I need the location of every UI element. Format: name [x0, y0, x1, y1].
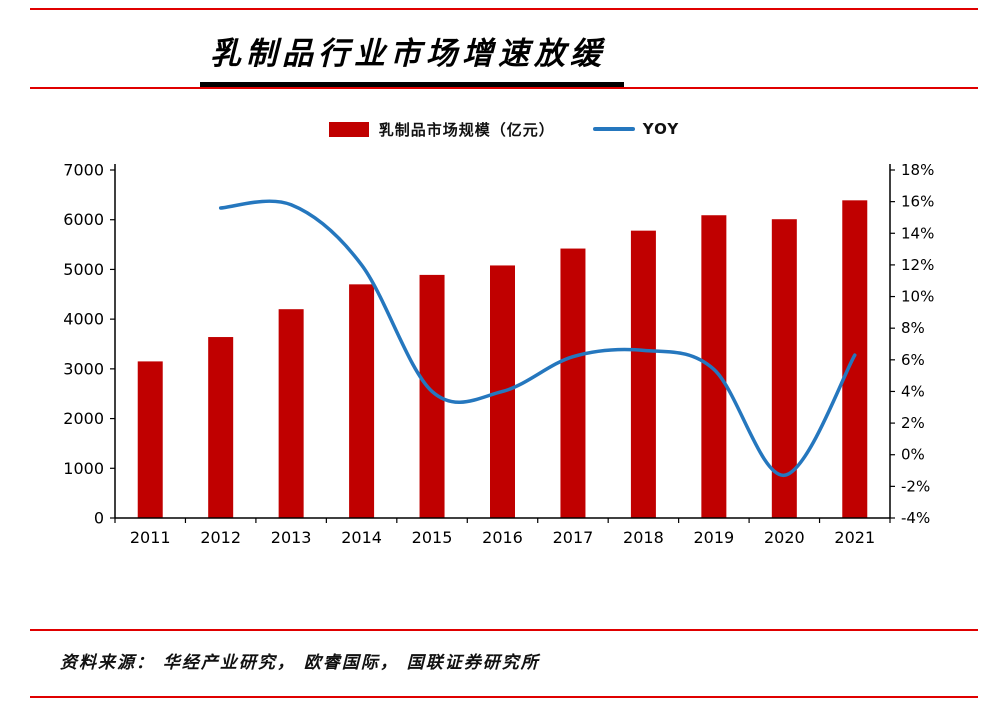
line-series-swatch: [592, 127, 635, 131]
x-axis-label-2011: 2011: [130, 528, 171, 547]
right-axis-label: -4%: [901, 509, 930, 527]
left-axis-label: 2000: [63, 409, 104, 428]
right-axis-label: 4%: [901, 382, 925, 400]
bar-2011: [137, 361, 163, 518]
x-axis-label-2013: 2013: [271, 528, 312, 547]
x-axis-label-2016: 2016: [482, 528, 523, 547]
right-axis-label: -2%: [901, 477, 930, 495]
left-axis-label: 1000: [63, 459, 104, 478]
top-red-rule: [30, 8, 978, 10]
legend-bar-entry: 乳制品市场规模（亿元）: [328, 119, 555, 140]
x-axis-label-2020: 2020: [764, 528, 805, 547]
bottom-red-rule: [30, 696, 978, 698]
bar-2013: [278, 309, 304, 518]
yoy-line: [218, 199, 857, 478]
header-red-rule: [30, 87, 978, 89]
left-axis-label: 0: [94, 509, 104, 528]
bar-2020: [771, 219, 797, 518]
left-axis-label: 5000: [63, 260, 104, 279]
chart-legend: 乳制品市场规模（亿元） YOY: [0, 112, 1008, 146]
bar-series-label: 乳制品市场规模（亿元）: [378, 120, 555, 139]
left-axis-label: 4000: [63, 310, 104, 329]
bar-2014: [349, 284, 375, 518]
right-axis-label: 2%: [901, 414, 925, 432]
x-axis-label-2018: 2018: [623, 528, 664, 547]
right-axis-label: 14%: [901, 224, 934, 242]
data-source-note: 资料来源： 华经产业研究， 欧睿国际， 国联证券研究所: [60, 653, 540, 673]
x-axis-label-2021: 2021: [834, 528, 875, 547]
legend-line-entry: YOY: [555, 120, 679, 138]
right-axis-label: 6%: [901, 351, 925, 369]
right-axis-label: 8%: [901, 319, 925, 337]
bar-2018: [630, 230, 656, 518]
left-axis-label: 6000: [63, 210, 104, 229]
x-axis-label-2015: 2015: [412, 528, 453, 547]
line-series-label: YOY: [642, 120, 680, 138]
bar-2021: [842, 200, 868, 518]
right-axis-label: 12%: [901, 256, 934, 274]
left-axis-label: 3000: [63, 359, 104, 378]
chart-area: 0 1000 2000 3000 4000 5000 6000 7000 -4% -2% 0% 2% 4…: [0, 150, 1008, 560]
bar-series-swatch: [328, 121, 369, 137]
bar-2017: [560, 248, 586, 518]
right-axis-label: 18%: [901, 161, 934, 179]
left-axis-label: 7000: [63, 161, 104, 180]
right-axis-label: 16%: [901, 193, 934, 211]
bar-2019: [701, 215, 727, 518]
page-title: 乳制品行业市场增速放缓: [200, 28, 624, 87]
right-axis-label: 10%: [901, 288, 934, 306]
x-axis-label-2012: 2012: [200, 528, 241, 547]
x-axis-label-2019: 2019: [694, 528, 735, 547]
x-axis-label-2014: 2014: [341, 528, 382, 547]
footer-red-rule: [30, 629, 978, 631]
bar-2012: [208, 337, 234, 518]
right-axis-label: 0%: [901, 446, 925, 464]
bar-line-chart: 0 1000 2000 3000 4000 5000 6000 7000 -4% -2% 0% 2% 4…: [63, 161, 934, 548]
x-axis-label-2017: 2017: [553, 528, 594, 547]
